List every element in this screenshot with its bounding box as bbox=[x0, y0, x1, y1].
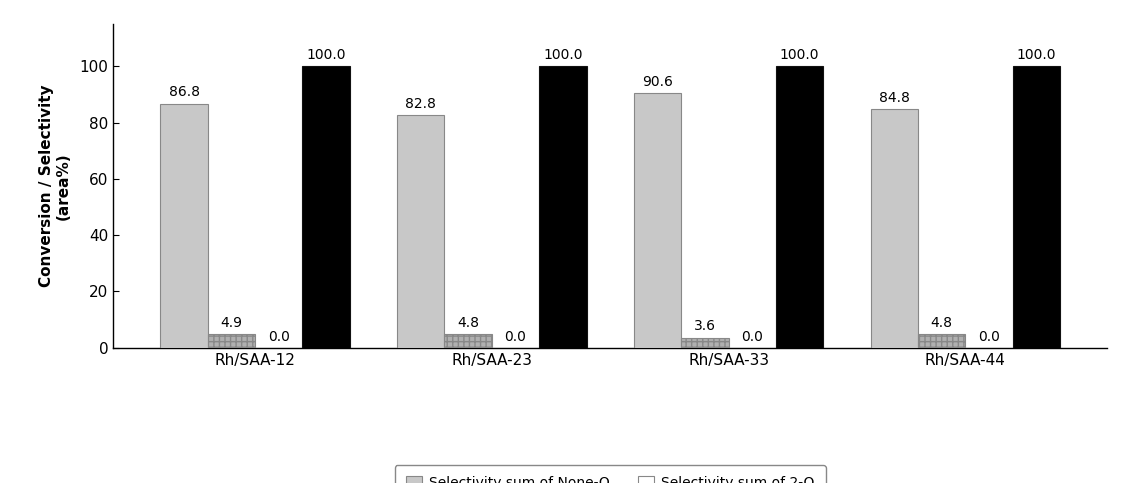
Bar bbox=[681, 338, 729, 348]
Bar bbox=[397, 115, 444, 348]
Bar bbox=[539, 66, 586, 348]
Bar bbox=[918, 334, 965, 348]
Bar bbox=[303, 66, 350, 348]
Text: 86.8: 86.8 bbox=[168, 85, 200, 99]
Bar bbox=[160, 103, 208, 348]
Text: 0.0: 0.0 bbox=[741, 329, 763, 343]
Bar bbox=[634, 93, 681, 348]
Text: 84.8: 84.8 bbox=[879, 91, 910, 105]
Text: 0.0: 0.0 bbox=[268, 329, 289, 343]
Bar bbox=[776, 66, 824, 348]
Text: 4.9: 4.9 bbox=[220, 316, 242, 330]
Bar bbox=[1012, 66, 1060, 348]
Y-axis label: Conversion / Selectivity
(area%): Conversion / Selectivity (area%) bbox=[38, 85, 71, 287]
Text: 3.6: 3.6 bbox=[694, 319, 716, 333]
Bar bbox=[444, 334, 492, 348]
Bar bbox=[208, 334, 255, 348]
Text: 90.6: 90.6 bbox=[642, 74, 673, 88]
Text: 0.0: 0.0 bbox=[979, 329, 1000, 343]
Text: 0.0: 0.0 bbox=[505, 329, 527, 343]
Text: 4.8: 4.8 bbox=[458, 316, 479, 330]
Bar bbox=[870, 109, 918, 348]
Text: 100.0: 100.0 bbox=[544, 48, 583, 62]
Text: 100.0: 100.0 bbox=[1017, 48, 1057, 62]
Text: 82.8: 82.8 bbox=[406, 97, 436, 111]
Legend: Selectivity sum of None-O, Selectivity sum of 1-O, Selectivity sum of 2-O, Conve: Selectivity sum of None-O, Selectivity s… bbox=[394, 465, 826, 483]
Text: 4.8: 4.8 bbox=[931, 316, 953, 330]
Text: 100.0: 100.0 bbox=[306, 48, 346, 62]
Text: 100.0: 100.0 bbox=[780, 48, 819, 62]
